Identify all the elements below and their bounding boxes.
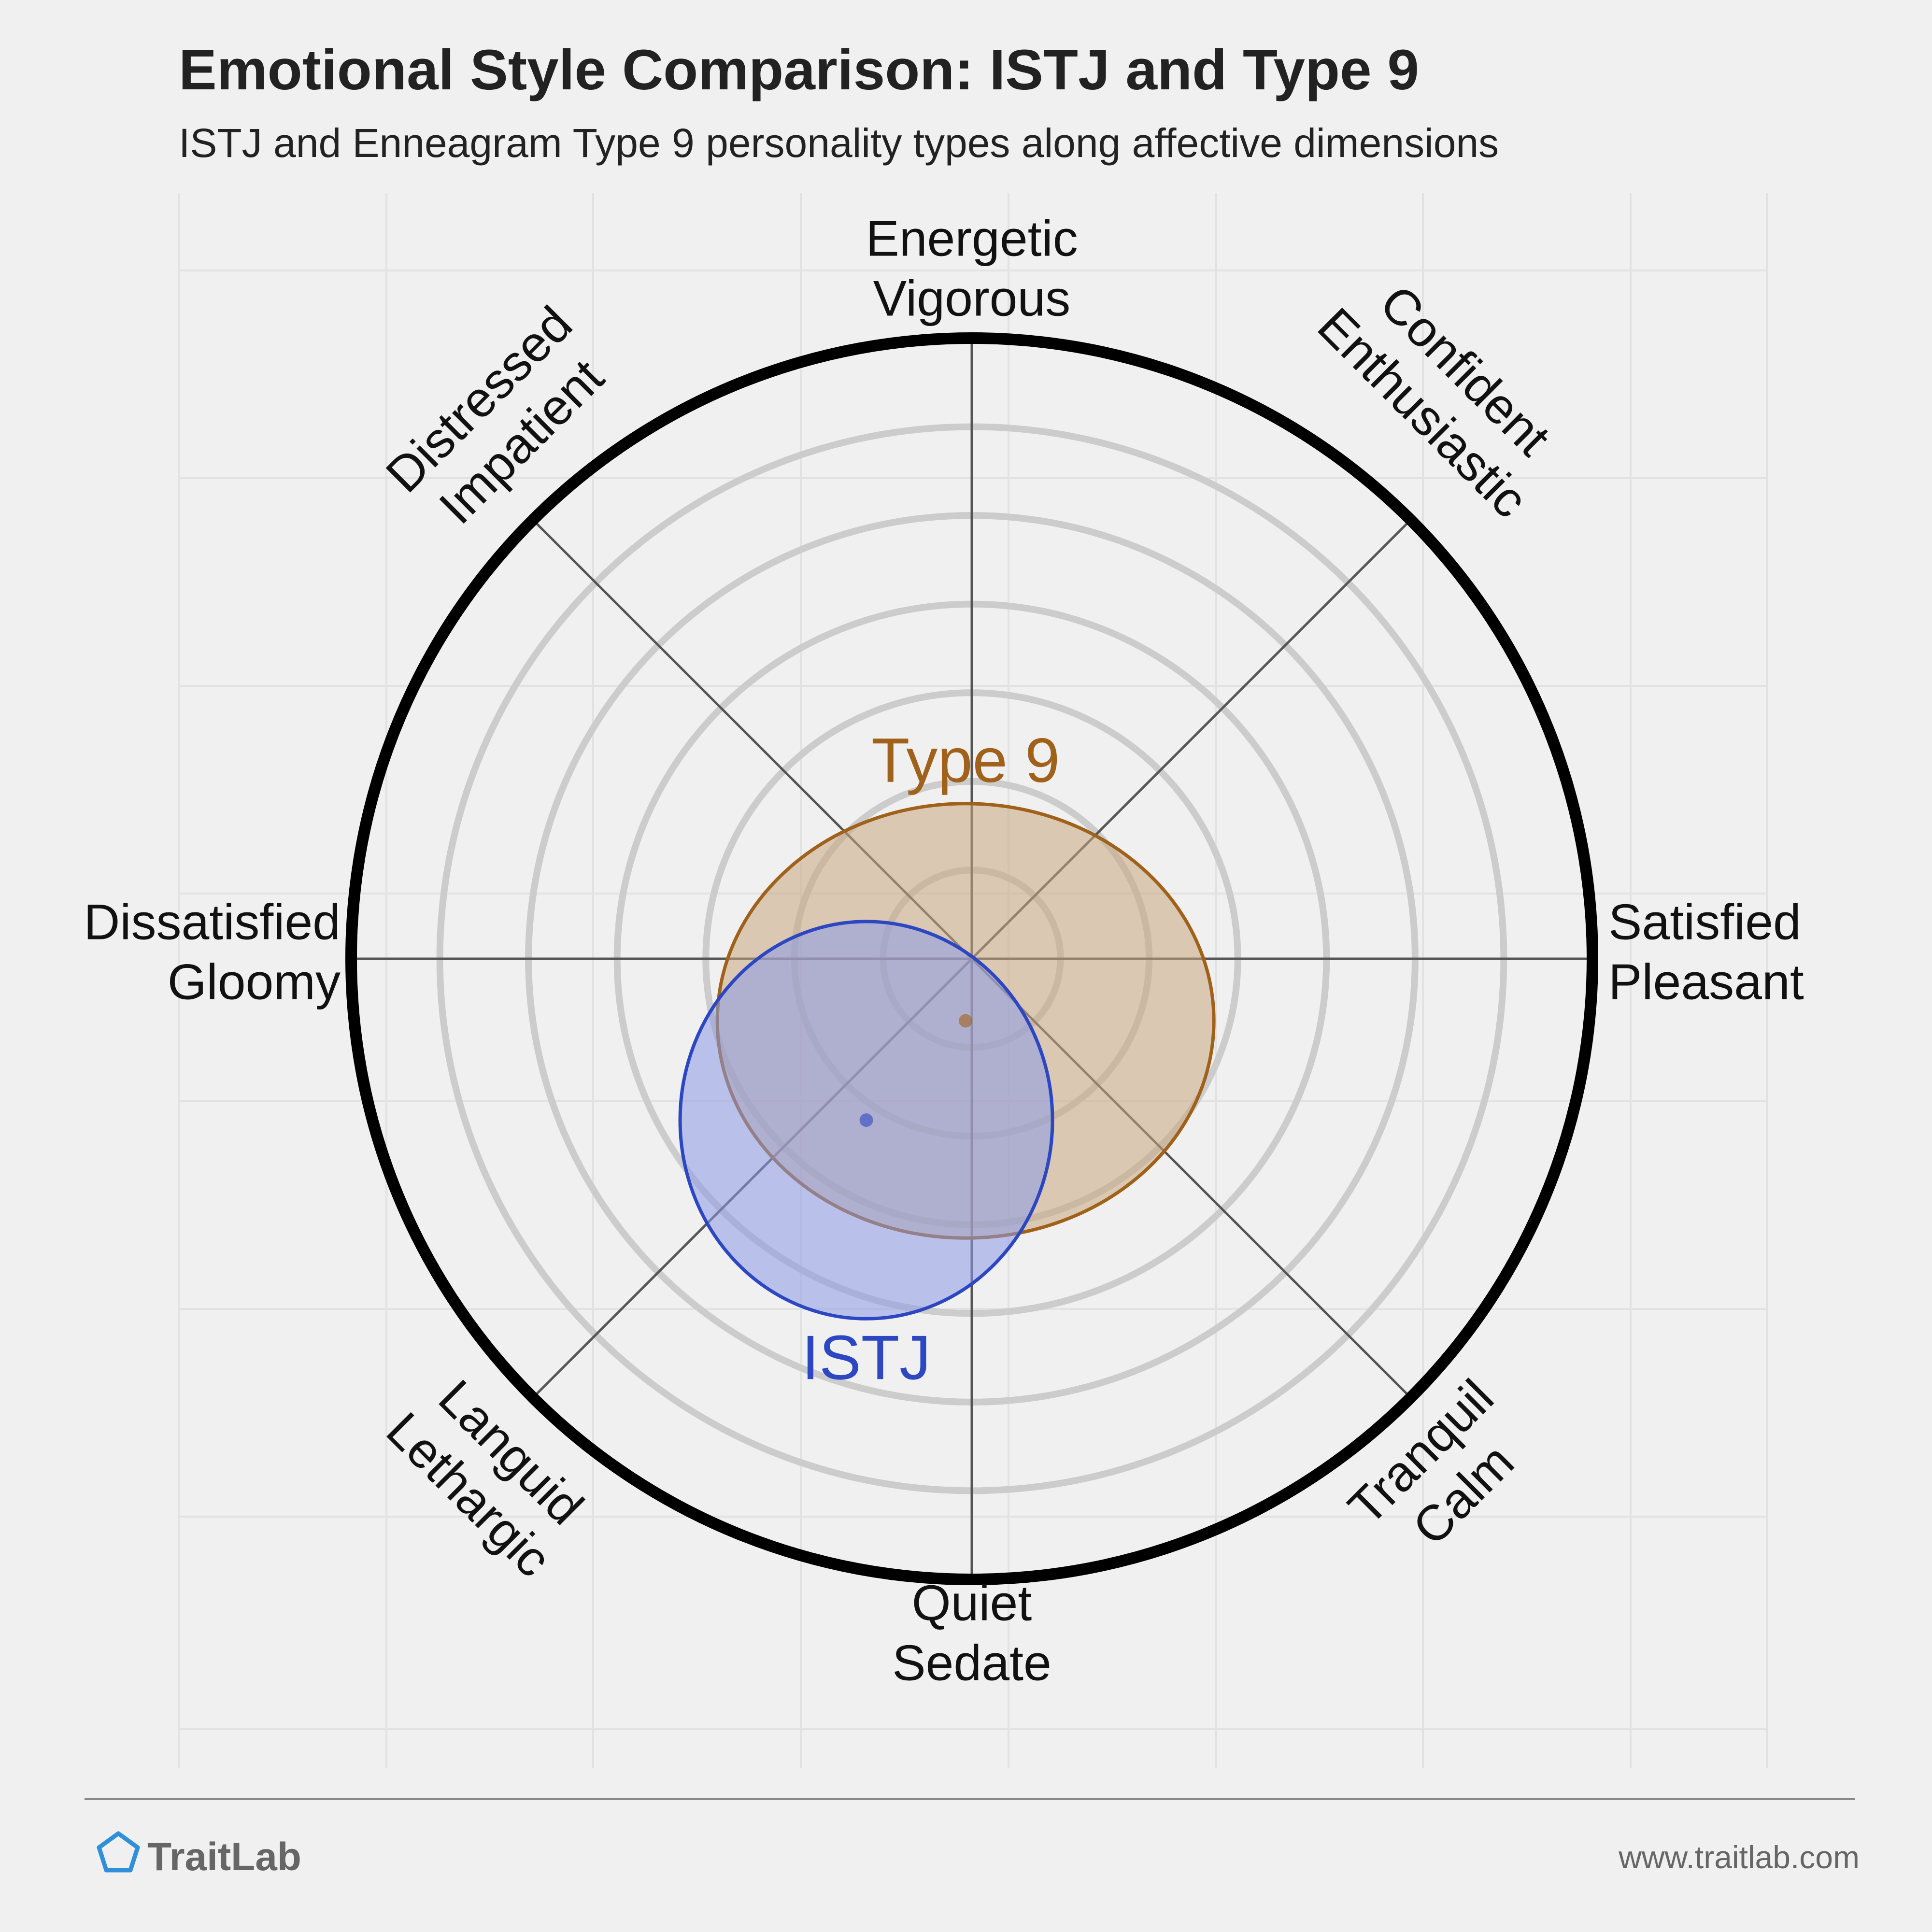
- outer-ring: [345, 332, 1598, 1585]
- chart-subtitle: ISTJ and Enneagram Type 9 personality ty…: [179, 120, 1499, 166]
- outer-ring-layer: [345, 332, 1598, 1585]
- footer-url[interactable]: www.traitlab.com: [1618, 1839, 1860, 1875]
- axis-label-line: Pleasant: [1608, 954, 1804, 1010]
- series-center-point: [959, 1014, 973, 1028]
- axis-label-line: Satisfied: [1608, 894, 1801, 950]
- series-label: Type 9: [871, 725, 1060, 796]
- axis-label-line: Energetic: [866, 211, 1078, 267]
- axis-label-line: Vigorous: [873, 270, 1071, 327]
- axis-label-line: Quiet: [912, 1575, 1032, 1631]
- axis-label-line: Sedate: [892, 1635, 1051, 1691]
- brand-name: TraitLab: [147, 1835, 301, 1879]
- series-center-point: [859, 1113, 873, 1127]
- chart-title: Emotional Style Comparison: ISTJ and Typ…: [179, 38, 1419, 102]
- axis-label-line: Dissatisfied: [84, 894, 341, 950]
- series-label: ISTJ: [802, 1322, 931, 1392]
- axis-label-line: Gloomy: [168, 954, 341, 1010]
- pentagon-logo-icon: [97, 1831, 140, 1873]
- series-layer: Type 9 ISTJ: [678, 725, 1216, 1392]
